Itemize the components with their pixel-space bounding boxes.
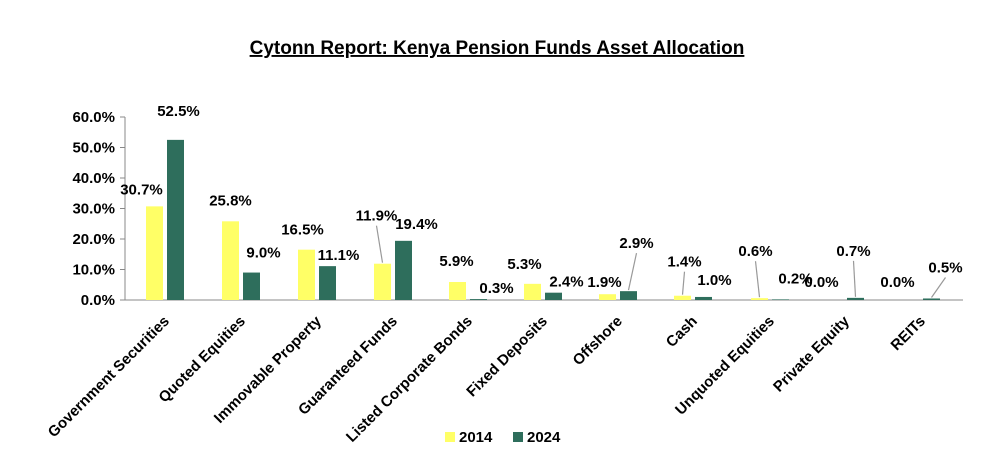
bar-2024-guaranteed-funds [395, 240, 412, 300]
data-label-2014-cash: 1.4% [667, 254, 701, 271]
bar-2024-government-securities [167, 139, 184, 300]
y-tick-label: 30.0% [72, 201, 115, 218]
y-tick-label: 40.0% [72, 170, 115, 187]
data-label-2014-immovable-property: 16.5% [281, 222, 324, 239]
data-label-2024-private-equity: 0.7% [836, 243, 870, 260]
data-label-2014-private-equity: 0.0% [804, 274, 838, 291]
data-label-2024-offshore: 2.9% [619, 235, 653, 252]
bar-2024-fixed-deposits [545, 292, 562, 300]
leader-line [375, 225, 384, 263]
leader-lines [375, 225, 946, 298]
legend-swatch-2014 [445, 432, 455, 442]
data-label-2014-unquoted-equities: 0.6% [738, 243, 772, 260]
bar-2014-unquoted-equities [751, 298, 768, 300]
bar-2024-listed-corporate-bonds [470, 299, 487, 300]
data-label-2024-government-securities: 52.5% [157, 103, 200, 120]
data-label-2014-reits: 0.0% [880, 274, 914, 291]
data-label-2014-quoted-equities: 25.8% [209, 192, 252, 209]
y-tick-label: 10.0% [72, 262, 115, 279]
data-label-2014-listed-corporate-bonds: 5.9% [439, 253, 473, 270]
data-label-2024-cash: 1.0% [697, 272, 731, 289]
bar-2024-unquoted-equities [772, 299, 789, 300]
data-label-2024-reits: 0.5% [928, 259, 962, 276]
data-label-2024-guaranteed-funds: 19.4% [395, 216, 438, 233]
data-label-2014-guaranteed-funds: 11.9% [356, 208, 398, 225]
x-tick-label-government-securities: Government Securities [45, 313, 173, 441]
x-tick-label-listed-corporate-bonds: Listed Corporate Bonds [343, 313, 476, 446]
x-tick-label-offshore: Offshore [570, 313, 626, 369]
y-tick-label: 50.0% [72, 140, 115, 157]
data-label-2014-offshore: 1.9% [587, 274, 621, 291]
legend-item-2024: 2024 [513, 429, 561, 446]
bar-2024-private-equity [847, 297, 864, 300]
leader-line [627, 253, 638, 291]
x-tick-label-private-equity: Private Equity [770, 312, 853, 395]
bar-2024-cash [695, 296, 712, 300]
leader-line [754, 261, 761, 298]
data-labels: 30.7% 52.5% 25.8% 9.0%16.5% 11.1% 11.9%19.4% 5… [120, 103, 962, 297]
y-tick-label: 60.0% [72, 109, 115, 126]
data-label-2024-immovable-property: 11.1% [318, 247, 360, 264]
data-label-2024-listed-corporate-bonds: 0.3% [479, 280, 513, 297]
legend-swatch-2024 [513, 432, 523, 442]
bars [146, 139, 940, 300]
bar-2014-offshore [599, 294, 616, 300]
data-label-2014-government-securities: 30.7% [120, 181, 163, 198]
bar-2014-immovable-property [298, 249, 315, 300]
bar-2024-immovable-property [319, 266, 336, 300]
x-tick-label-fixed-deposits: Fixed Deposits [463, 313, 550, 400]
bar-2024-reits [923, 298, 940, 300]
chart-title: Cytonn Report: Kenya Pension Funds Asset… [250, 38, 745, 59]
y-tick-label: 0.0% [81, 292, 115, 309]
bar-2014-government-securities [146, 206, 163, 300]
data-label-2024-unquoted-equities: 0.2% [778, 270, 812, 287]
y-axis: 0.0% 10.0% 20.0% 30.0% 40.0% 50.0% 60.0% [72, 109, 126, 309]
x-tick-label-reits: REITs [888, 313, 929, 354]
leader-line [931, 277, 946, 298]
bar-2024-offshore [620, 291, 637, 300]
x-tick-label-cash: Cash [663, 313, 701, 351]
bar-2024-quoted-equities [243, 272, 260, 300]
data-label-2014-fixed-deposits: 5.3% [507, 256, 541, 273]
bar-2014-quoted-equities [222, 221, 239, 300]
bar-2014-cash [674, 295, 691, 300]
legend: 2014 2024 [445, 429, 561, 446]
bar-2014-fixed-deposits [524, 283, 541, 300]
bar-2014-guaranteed-funds [374, 263, 391, 300]
data-label-2024-quoted-equities: 9.0% [246, 245, 280, 262]
legend-label-2024: 2024 [527, 429, 561, 446]
y-tick-label: 20.0% [72, 231, 115, 248]
legend-label-2014: 2014 [459, 429, 493, 446]
bar-2014-listed-corporate-bonds [449, 282, 466, 300]
leader-line [681, 271, 686, 295]
data-label-2024-fixed-deposits: 2.4% [549, 274, 583, 291]
legend-item-2014: 2014 [445, 429, 493, 446]
leader-line [852, 260, 857, 297]
